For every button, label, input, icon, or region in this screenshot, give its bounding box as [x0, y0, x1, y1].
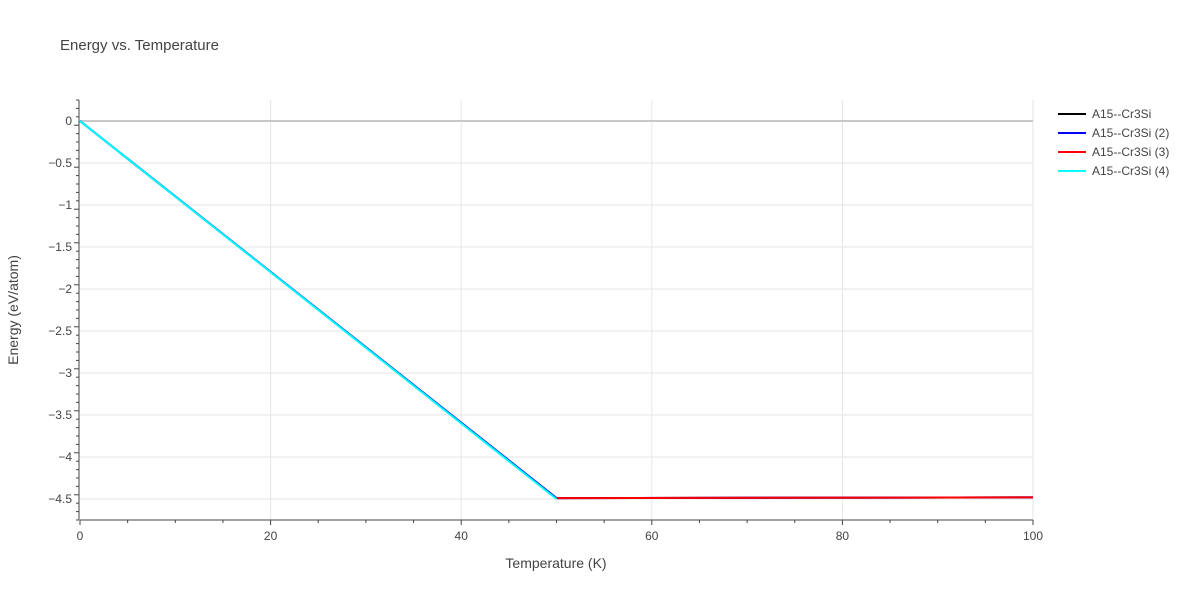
x-tick-label: 60: [645, 529, 659, 543]
y-tick-label: −4: [58, 450, 72, 464]
y-tick-label: −3.5: [48, 408, 72, 422]
series-lines: [79, 120, 1034, 500]
y-tick-label: −3: [58, 366, 72, 380]
legend-label-3: A15--Cr3Si (3): [1092, 145, 1169, 159]
series-line-3: [556, 496, 1034, 500]
y-tick-label: −2.5: [48, 324, 72, 338]
x-axis-title: Temperature (K): [505, 555, 606, 571]
legend-label-2: A15--Cr3Si (2): [1092, 126, 1169, 140]
y-tick-label: −0.5: [48, 156, 72, 170]
x-tick-label: 80: [836, 529, 850, 543]
legend-label-1: A15--Cr3Si: [1092, 107, 1151, 121]
y-tick-label: −4.5: [48, 492, 72, 506]
x-tick-label: 0: [77, 529, 84, 543]
grid-lines: [80, 100, 1034, 520]
y-tick-label: 0: [65, 114, 72, 128]
axes: 0 20 40 60 80 100 0 −0.5 −1 −1.5 −2 −2.5 −3 −3.5 −4 −4.…: [48, 99, 1043, 543]
y-axis-title: Energy (eV/atom): [5, 255, 21, 365]
legend-label-4: A15--Cr3Si (4): [1092, 164, 1169, 178]
series-line-1: [79, 120, 1034, 500]
x-tick-label: 20: [264, 529, 278, 543]
legend: A15--Cr3Si A15--Cr3Si (2) A15--Cr3Si (3) A1…: [1058, 107, 1169, 178]
y-tick-label: −1: [58, 198, 72, 212]
y-tick-label: −1.5: [48, 240, 72, 254]
chart-title: Energy vs. Temperature: [60, 37, 219, 54]
series-line-4: [79, 120, 558, 500]
y-tick-label: −2: [58, 282, 72, 296]
series-line-2: [79, 120, 1034, 500]
x-tick-label: 40: [455, 529, 469, 543]
x-tick-label: 100: [1023, 529, 1043, 543]
